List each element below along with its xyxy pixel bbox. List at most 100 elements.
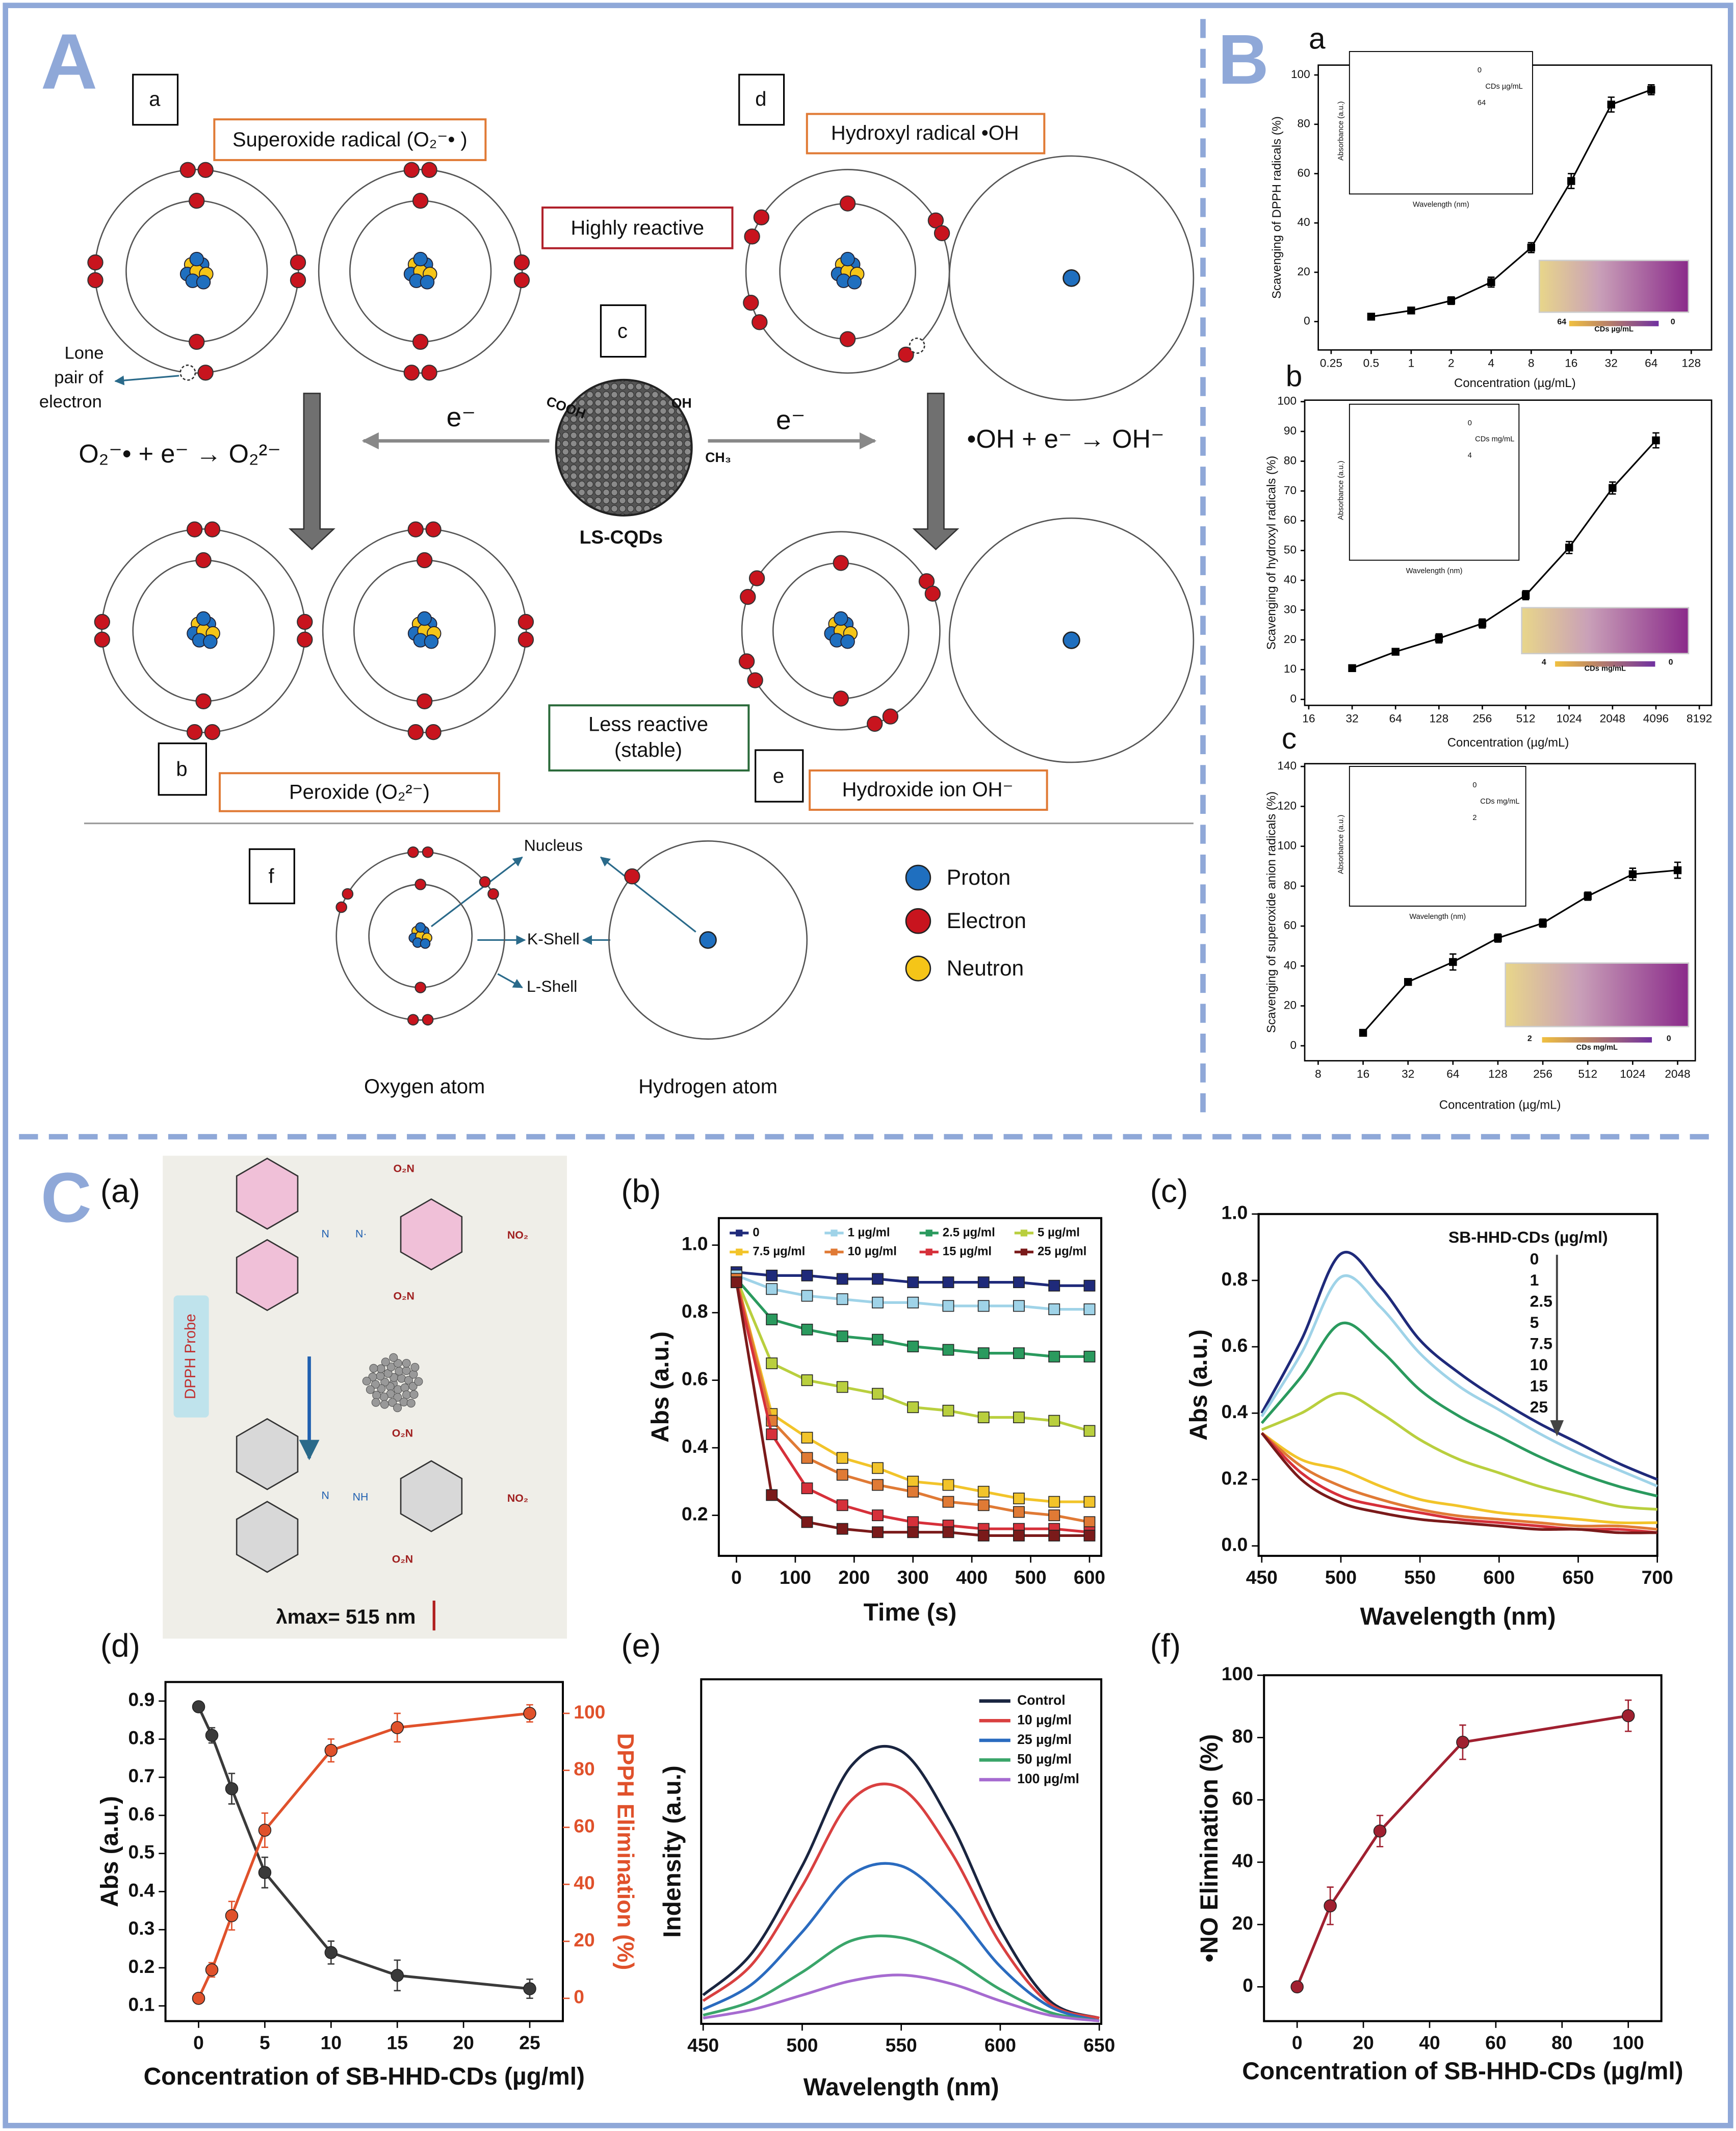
x-tick-label: 500 — [1015, 1567, 1046, 1588]
inset-label: Wavelength (nm) — [1413, 201, 1469, 209]
electron — [195, 552, 212, 569]
electron — [179, 162, 196, 178]
vial-label: 0 — [1669, 658, 1673, 666]
marker — [1324, 1899, 1337, 1913]
cqd-atom — [377, 1384, 386, 1393]
marker — [192, 1992, 205, 2005]
electron — [94, 613, 111, 630]
x-tick-label: 200 — [838, 1567, 870, 1588]
x-tick-label: 550 — [886, 2035, 917, 2056]
x-axis-label: Time (s) — [864, 1599, 957, 1626]
nucleon — [196, 275, 211, 290]
legend-label: 10 µg/ml — [848, 1245, 897, 1259]
marker — [1048, 1415, 1060, 1427]
atom-label: N — [321, 1227, 329, 1240]
cqd-atom — [362, 1376, 371, 1385]
marker — [977, 1485, 990, 1498]
ring — [236, 1239, 299, 1312]
electron — [189, 333, 205, 350]
part-label: L-Shell — [527, 977, 577, 995]
x-tick-label: 8192 — [1687, 712, 1712, 725]
x-tick-label: 450 — [1246, 1567, 1278, 1588]
electron — [186, 724, 203, 740]
electron — [407, 521, 424, 537]
species-name: Hydroxide ion OH⁻ — [842, 778, 1014, 801]
inset-frame — [1349, 403, 1520, 561]
cqd-atom — [379, 1392, 388, 1401]
marker — [1373, 1824, 1387, 1838]
plot-frame — [164, 1681, 564, 2022]
legend-label: 15 µg/ml — [943, 1245, 992, 1259]
legend-label: 7.5 — [1530, 1334, 1552, 1353]
y-tick-label: 0.2 — [682, 1503, 708, 1524]
marker — [907, 1516, 919, 1528]
part-label: Nucleus — [524, 836, 583, 854]
y-tick-label: 30 — [1284, 603, 1297, 615]
y-tick-label: 90 — [1284, 424, 1297, 437]
panel-label: (a) — [100, 1173, 140, 1210]
x-tick-label: 32 — [1346, 712, 1359, 725]
y-tick-label: 140 — [1277, 759, 1297, 772]
atom-label: NH — [353, 1491, 369, 1503]
y-tick-label: 100 — [1277, 395, 1297, 407]
x-axis-label: Concentration of SB-HHD-CDs (µg/ml) — [1242, 2058, 1683, 2085]
nucleon — [420, 275, 435, 290]
legend-marker — [831, 1229, 838, 1237]
y-tick-label: 70 — [1284, 484, 1297, 497]
nucleon — [847, 275, 862, 290]
x-tick-label: 64 — [1389, 712, 1402, 725]
gradient-bar — [1542, 1037, 1652, 1043]
cqd-atom — [389, 1353, 398, 1362]
marker — [1083, 1350, 1096, 1363]
marker — [1013, 1506, 1025, 1518]
carbon-dot — [555, 378, 693, 517]
marker — [1404, 978, 1412, 986]
electron — [839, 195, 856, 212]
marker — [1521, 591, 1530, 599]
vial-photo — [1538, 260, 1690, 313]
marker — [1290, 1980, 1304, 1994]
x-tick-label: 2 — [1448, 356, 1455, 369]
x-tick-label: 1024 — [1557, 712, 1582, 725]
legend-label: 7.5 µg/ml — [753, 1245, 805, 1259]
group-label: O₂N — [393, 1290, 414, 1302]
x-tick-label: 128 — [1681, 356, 1701, 369]
note: pair of — [54, 368, 103, 387]
electron — [624, 868, 640, 885]
y-tick-label: 20 — [1232, 1912, 1253, 1934]
marker — [766, 1489, 778, 1501]
vial-label: 2 — [1527, 1035, 1532, 1043]
x-tick-label: 500 — [786, 2035, 818, 2056]
series-line — [1260, 1274, 1658, 1487]
inset-frame — [1349, 51, 1533, 195]
marker — [977, 1300, 990, 1312]
cqd-atom — [368, 1372, 377, 1381]
marker — [872, 1388, 884, 1400]
marker — [1083, 1496, 1096, 1508]
marker — [1048, 1279, 1060, 1292]
series-line — [1362, 869, 1678, 1034]
marker — [1487, 278, 1495, 287]
x-tick-label: 64 — [1645, 356, 1657, 369]
legend-title: SB-HHD-CDs (µg/ml) — [1448, 1228, 1608, 1246]
y-tick-label: 20 — [1284, 999, 1297, 1012]
y-tick-label: 0.4 — [128, 1879, 155, 1901]
marker — [205, 1729, 219, 1742]
atom-name: Hydrogen atom — [638, 1075, 778, 1098]
y-tick-label: 0.4 — [1222, 1401, 1248, 1422]
equation: O₂⁻• + e⁻ → O₂²⁻ — [79, 439, 281, 468]
electron — [421, 162, 437, 178]
electron — [882, 708, 899, 725]
marker — [766, 1314, 778, 1325]
legend-label: 50 µg/ml — [1017, 1751, 1072, 1766]
electron — [425, 521, 442, 537]
note: electron — [39, 392, 102, 412]
panel-label: a — [1309, 22, 1326, 55]
electron — [747, 672, 763, 688]
x-axis-label: Concentration (µg/mL) — [1454, 376, 1576, 390]
electron — [94, 631, 111, 648]
marker — [1048, 1496, 1060, 1508]
marker — [942, 1300, 954, 1312]
x-tick-label: 0 — [193, 2032, 204, 2053]
